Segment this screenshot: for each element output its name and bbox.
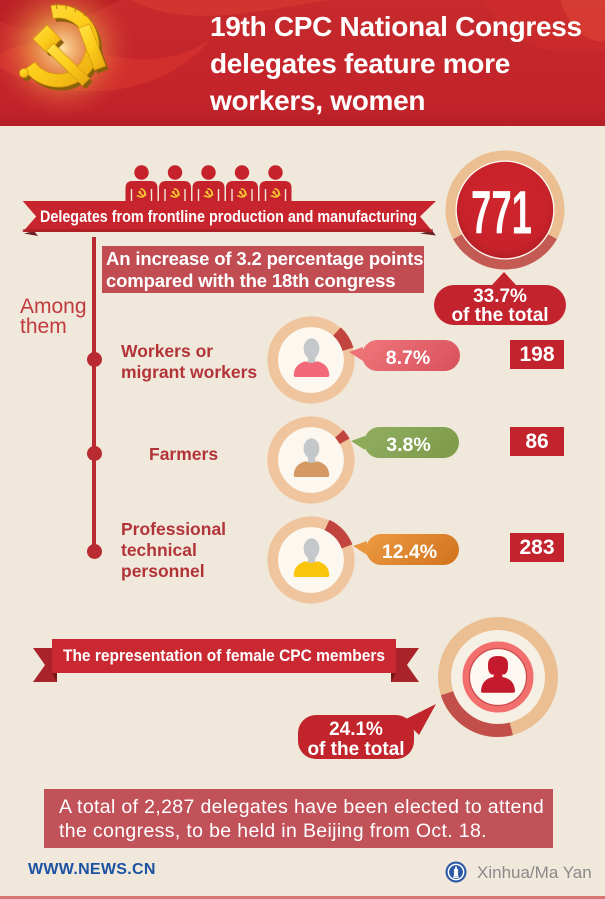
svg-text:The representation of female C: The representation of female CPC members: [63, 646, 385, 665]
svg-text:771: 771: [471, 178, 532, 247]
svg-text:Delegates from frontline produ: Delegates from frontline production and …: [40, 208, 417, 226]
